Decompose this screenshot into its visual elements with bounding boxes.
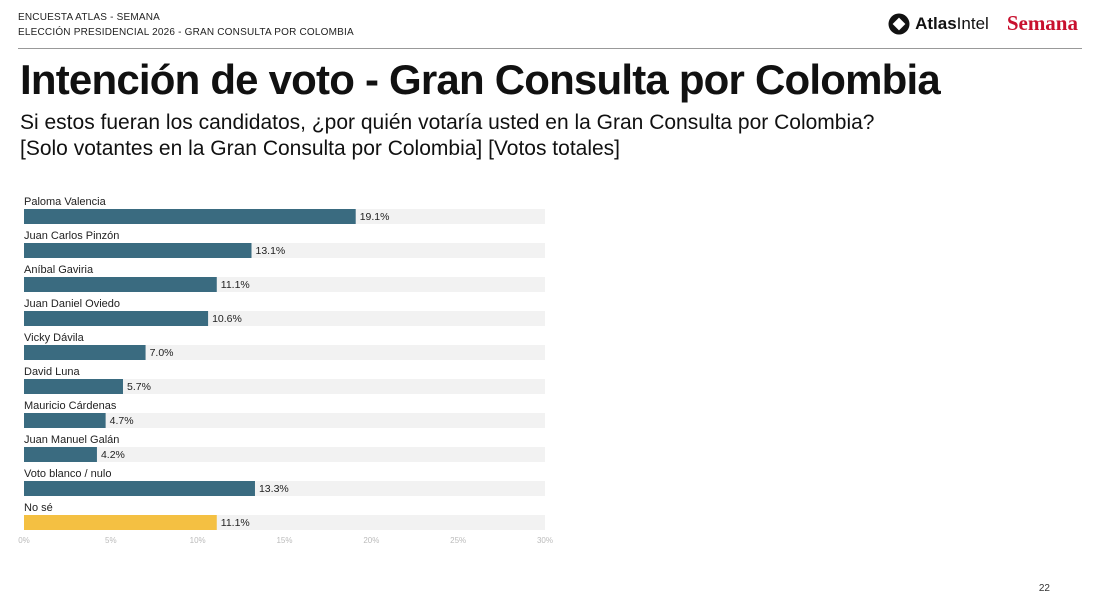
logos: AtlasIntel Semana bbox=[888, 11, 1078, 36]
bar bbox=[24, 447, 97, 462]
bar-category-label: Aníbal Gaviria bbox=[24, 264, 94, 276]
bar-category-label: Juan Manuel Galán bbox=[24, 434, 119, 446]
semana-logo: Semana bbox=[1006, 11, 1078, 35]
survey-topic: ELECCIÓN PRESIDENCIAL 2026 - GRAN CONSUL… bbox=[18, 27, 354, 38]
x-tick-label: 20% bbox=[363, 536, 379, 545]
atlasintel-logo: AtlasIntel bbox=[888, 13, 989, 35]
vote-intention-chart: Paloma Valencia 19.1% Juan Carlos Pinzón 13… bbox=[18, 196, 553, 545]
bar-value-label: 4.7% bbox=[110, 415, 134, 427]
page-title: Intención de voto - Gran Consulta por Co… bbox=[20, 56, 941, 103]
atlasintel-mark-icon bbox=[888, 13, 910, 34]
x-tick-label: 15% bbox=[276, 536, 292, 545]
bar-value-label: 11.1% bbox=[221, 517, 250, 529]
bar-category-label: Juan Daniel Oviedo bbox=[24, 298, 120, 310]
bar-category-label: No sé bbox=[24, 502, 53, 514]
page-number: 22 bbox=[1038, 583, 1050, 594]
header-info: ENCUESTA ATLAS - SEMANA ELECCIÓN PRESIDE… bbox=[18, 10, 354, 40]
survey-name: ENCUESTA ATLAS - SEMANA bbox=[18, 12, 161, 23]
bar-value-label: 5.7% bbox=[127, 381, 151, 393]
bar bbox=[24, 209, 356, 224]
x-tick-label: 0% bbox=[18, 536, 30, 545]
bar-track bbox=[24, 447, 545, 462]
bar bbox=[24, 345, 146, 360]
bar-value-label: 19.1% bbox=[360, 211, 390, 223]
bar-category-label: Juan Carlos Pinzón bbox=[24, 230, 119, 242]
bar bbox=[24, 311, 209, 326]
bar-value-label: 13.3% bbox=[259, 483, 289, 495]
bar-category-label: Paloma Valencia bbox=[24, 196, 107, 208]
bar bbox=[24, 515, 217, 530]
bar-category-label: Vicky Dávila bbox=[24, 332, 85, 344]
bar-value-label: 11.1% bbox=[221, 279, 250, 291]
bar bbox=[24, 413, 106, 428]
bar-value-label: 13.1% bbox=[256, 245, 286, 257]
bar-track bbox=[24, 345, 545, 360]
filter-text: [Solo votantes en la Gran Consulta por C… bbox=[20, 137, 621, 160]
question-text: Si estos fueran los candidatos, ¿por qui… bbox=[20, 111, 875, 134]
x-tick-label: 25% bbox=[450, 536, 466, 545]
header-divider bbox=[18, 48, 1082, 49]
bar-track bbox=[24, 413, 545, 428]
bar bbox=[24, 481, 255, 496]
x-tick-label: 10% bbox=[190, 536, 206, 545]
bar-value-label: 10.6% bbox=[212, 313, 242, 325]
x-tick-label: 30% bbox=[537, 536, 553, 545]
bar-category-label: Mauricio Cárdenas bbox=[24, 400, 117, 412]
bar-category-label: Voto blanco / nulo bbox=[24, 468, 111, 480]
x-tick-label: 5% bbox=[105, 536, 117, 545]
bar bbox=[24, 379, 123, 394]
bar-category-label: David Luna bbox=[24, 366, 81, 378]
bar-track bbox=[24, 379, 545, 394]
page-subtitle: Si estos fueran los candidatos, ¿por qui… bbox=[20, 110, 875, 162]
bar-value-label: 7.0% bbox=[150, 347, 174, 359]
bar bbox=[24, 277, 217, 292]
bar-value-label: 4.2% bbox=[101, 449, 125, 461]
bar bbox=[24, 243, 252, 258]
